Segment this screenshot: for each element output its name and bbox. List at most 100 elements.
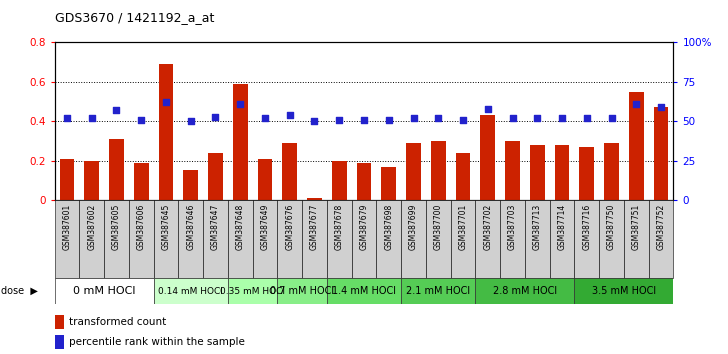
Text: GSM387752: GSM387752	[657, 204, 665, 250]
Bar	[555, 145, 569, 200]
Bar	[228, 278, 277, 304]
Bar	[357, 162, 371, 200]
Text: 0.35 mM HOCl: 0.35 mM HOCl	[220, 287, 285, 296]
Point	[432, 115, 444, 121]
Bar	[574, 278, 673, 304]
Bar	[307, 198, 322, 200]
Text: GSM387606: GSM387606	[137, 204, 146, 250]
Text: GSM387602: GSM387602	[87, 204, 96, 250]
Bar	[475, 200, 500, 278]
Point	[358, 117, 370, 122]
Bar	[352, 200, 376, 278]
Bar	[654, 108, 668, 200]
Bar	[574, 200, 599, 278]
Point	[111, 107, 122, 113]
Text: 2.1 mM HOCl: 2.1 mM HOCl	[406, 286, 470, 296]
Point	[556, 115, 568, 121]
Bar	[183, 171, 198, 200]
Point	[309, 118, 320, 124]
Bar	[134, 162, 149, 200]
Bar	[129, 200, 154, 278]
Point	[606, 115, 617, 121]
Text: GSM387716: GSM387716	[582, 204, 591, 250]
Text: 3.5 mM HOCl: 3.5 mM HOCl	[592, 286, 656, 296]
Bar	[55, 315, 64, 329]
Text: GSM387699: GSM387699	[409, 204, 418, 250]
Bar	[203, 200, 228, 278]
Bar	[154, 200, 178, 278]
Bar	[79, 200, 104, 278]
Point	[457, 117, 469, 122]
Point	[630, 101, 642, 107]
Bar	[550, 200, 574, 278]
Point	[61, 115, 73, 121]
Bar	[277, 278, 327, 304]
Point	[655, 104, 667, 110]
Point	[210, 114, 221, 119]
Text: 0.7 mM HOCl: 0.7 mM HOCl	[270, 286, 334, 296]
Text: 2.8 mM HOCl: 2.8 mM HOCl	[493, 286, 557, 296]
Bar	[406, 143, 421, 200]
Text: GSM387601: GSM387601	[63, 204, 71, 250]
Point	[135, 117, 147, 122]
Point	[86, 115, 98, 121]
Point	[581, 115, 593, 121]
Bar	[624, 200, 649, 278]
Text: GSM387713: GSM387713	[533, 204, 542, 250]
Bar	[401, 278, 475, 304]
Bar	[451, 200, 475, 278]
Text: GDS3670 / 1421192_a_at: GDS3670 / 1421192_a_at	[55, 11, 214, 24]
Point	[408, 115, 419, 121]
Text: GSM387700: GSM387700	[434, 204, 443, 250]
Bar	[530, 145, 545, 200]
Bar	[208, 153, 223, 200]
Bar	[159, 64, 173, 200]
Point	[160, 99, 172, 105]
Text: GSM387649: GSM387649	[261, 204, 269, 250]
Bar	[277, 200, 302, 278]
Text: GSM387605: GSM387605	[112, 204, 121, 250]
Bar	[376, 200, 401, 278]
Text: GSM387646: GSM387646	[186, 204, 195, 250]
Bar	[327, 200, 352, 278]
Text: GSM387677: GSM387677	[310, 204, 319, 250]
Bar	[431, 141, 446, 200]
Text: transformed count: transformed count	[69, 318, 167, 327]
Text: GSM387714: GSM387714	[558, 204, 566, 250]
Point	[284, 112, 296, 118]
Text: GSM387678: GSM387678	[335, 204, 344, 250]
Text: GSM387648: GSM387648	[236, 204, 245, 250]
Point	[507, 115, 518, 121]
Text: 0.14 mM HOCl: 0.14 mM HOCl	[158, 287, 223, 296]
Text: GSM387645: GSM387645	[162, 204, 170, 250]
Text: GSM387703: GSM387703	[508, 204, 517, 250]
Bar	[55, 335, 64, 348]
Bar	[55, 200, 79, 278]
Text: GSM387676: GSM387676	[285, 204, 294, 250]
Text: GSM387702: GSM387702	[483, 204, 492, 250]
Point	[333, 117, 345, 122]
Bar	[327, 278, 401, 304]
Text: dose  ▶: dose ▶	[1, 286, 38, 296]
Bar	[104, 200, 129, 278]
Point	[185, 118, 197, 124]
Bar	[475, 278, 574, 304]
Point	[234, 101, 246, 107]
Bar	[233, 84, 248, 200]
Bar	[599, 200, 624, 278]
Bar	[84, 161, 99, 200]
Text: GSM387698: GSM387698	[384, 204, 393, 250]
Bar	[332, 161, 347, 200]
Bar	[604, 143, 619, 200]
Bar	[154, 278, 228, 304]
Bar	[426, 200, 451, 278]
Text: GSM387647: GSM387647	[211, 204, 220, 250]
Point	[482, 106, 494, 112]
Text: GSM387751: GSM387751	[632, 204, 641, 250]
Bar	[456, 153, 470, 200]
Bar	[302, 200, 327, 278]
Text: 0 mM HOCl: 0 mM HOCl	[73, 286, 135, 296]
Bar	[253, 200, 277, 278]
Text: GSM387750: GSM387750	[607, 204, 616, 250]
Bar	[401, 200, 426, 278]
